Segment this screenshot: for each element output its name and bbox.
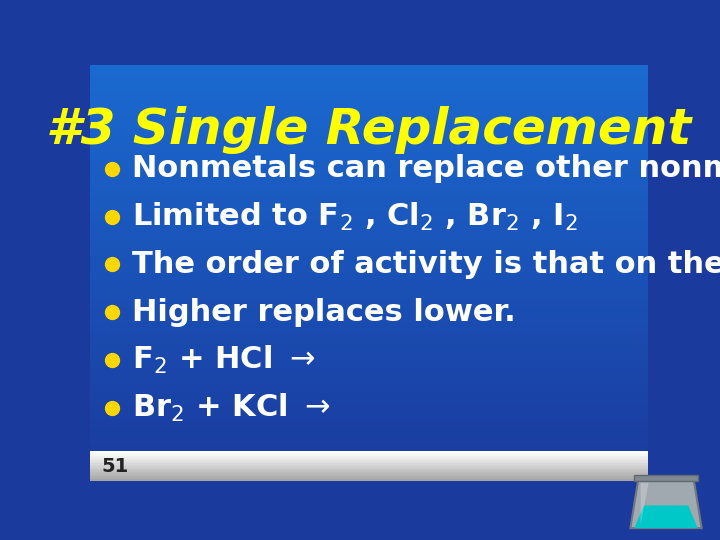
Bar: [90, 475, 648, 476]
Text: 51: 51: [101, 456, 128, 476]
Bar: [90, 470, 648, 472]
Text: Nonmetals can replace other nonmetals: Nonmetals can replace other nonmetals: [132, 154, 720, 183]
Bar: [90, 466, 648, 468]
Text: Br$_2$ + KCl $\rightarrow$: Br$_2$ + KCl $\rightarrow$: [132, 392, 330, 424]
Bar: [90, 474, 648, 475]
Bar: [90, 464, 648, 466]
Bar: [90, 453, 648, 454]
FancyBboxPatch shape: [90, 451, 648, 481]
Polygon shape: [641, 483, 649, 525]
Bar: [90, 457, 648, 459]
Text: Limited to F$_2$ , Cl$_2$ , Br$_2$ , I$_2$: Limited to F$_2$ , Cl$_2$ , Br$_2$ , I$_…: [132, 200, 577, 233]
Text: Higher replaces lower.: Higher replaces lower.: [132, 298, 516, 327]
Bar: [90, 451, 648, 453]
Text: F$_2$ + HCl $\rightarrow$: F$_2$ + HCl $\rightarrow$: [132, 344, 315, 376]
Bar: [90, 459, 648, 460]
Bar: [90, 468, 648, 469]
Bar: [90, 462, 648, 463]
Bar: [90, 454, 648, 456]
Bar: [634, 475, 698, 482]
Text: The order of activity is that on the table.: The order of activity is that on the tab…: [132, 250, 720, 279]
Bar: [90, 460, 648, 462]
Bar: [90, 478, 648, 479]
Bar: [90, 476, 648, 478]
Bar: [90, 463, 648, 464]
Text: #3 Single Replacement: #3 Single Replacement: [46, 106, 692, 154]
Bar: [90, 479, 648, 481]
Bar: [90, 456, 648, 457]
Polygon shape: [634, 505, 698, 528]
Polygon shape: [631, 480, 701, 528]
Bar: [90, 472, 648, 474]
Bar: [90, 469, 648, 470]
